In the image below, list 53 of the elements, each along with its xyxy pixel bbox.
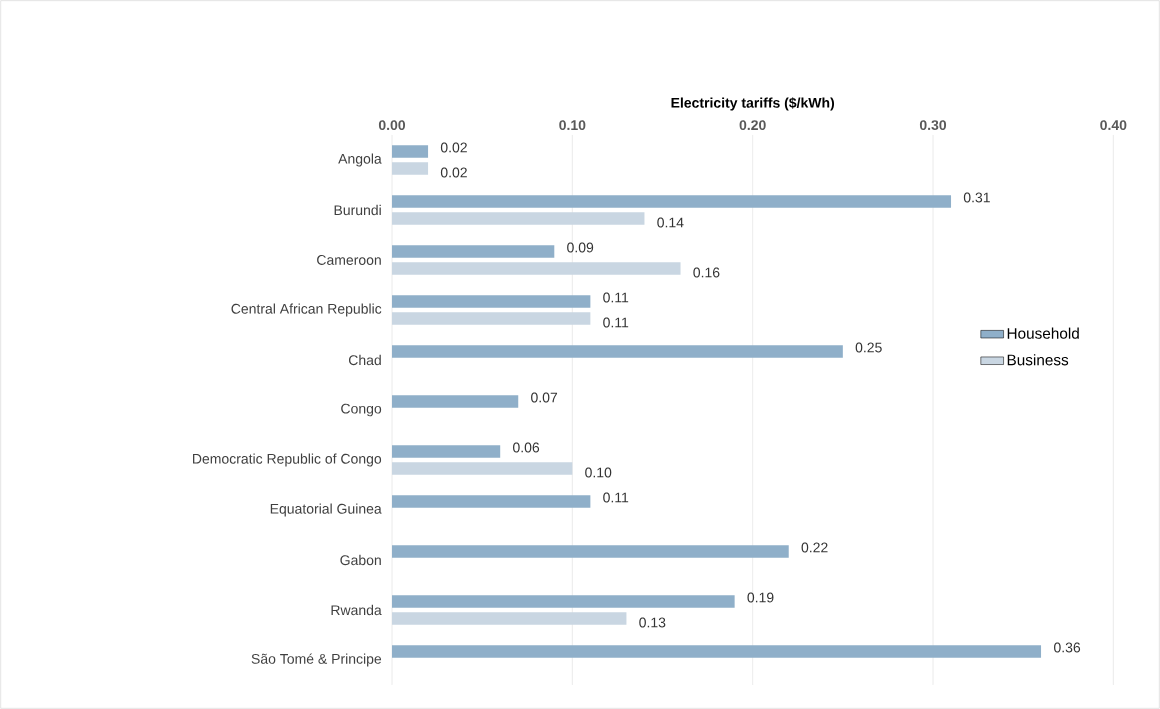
legend-label: Household xyxy=(1007,327,1079,339)
legend-label: Business xyxy=(1007,354,1069,366)
y-tick-label: Chad xyxy=(348,354,381,366)
data-label: 0.19 xyxy=(747,592,774,603)
bar xyxy=(392,162,429,175)
x-tick-label: 0.40 xyxy=(1100,120,1127,131)
y-tick-label: Cameroon xyxy=(317,255,381,265)
bar xyxy=(392,545,789,558)
x-tick-label: 0.00 xyxy=(378,120,406,131)
y-tick-label: Gabon xyxy=(340,554,381,566)
data-label: 0.16 xyxy=(693,267,720,278)
data-label: 0.02 xyxy=(440,167,467,178)
y-tick-label: Equatorial Guinea xyxy=(270,503,382,517)
x-tick-label: 0.20 xyxy=(739,120,766,131)
bar xyxy=(392,312,591,325)
y-tick-label: Rwanda xyxy=(331,604,382,616)
bar xyxy=(392,645,1042,658)
data-label: 0.31 xyxy=(963,192,990,203)
bar xyxy=(392,595,735,608)
x-tick-label: 0.10 xyxy=(559,120,586,131)
y-tick-label: São Tomé & Principe xyxy=(251,653,382,667)
bar xyxy=(392,295,591,308)
y-tick-label: Burundi xyxy=(334,204,381,216)
data-label: 0.25 xyxy=(855,342,882,353)
bar xyxy=(392,612,627,625)
x-axis-title: Electricity tariffs ($/kWh) xyxy=(671,97,835,111)
y-tick-label: Angola xyxy=(338,153,382,167)
data-label: 0.09 xyxy=(567,242,594,253)
bar xyxy=(392,145,429,158)
y-tick-label: Congo xyxy=(341,403,382,417)
data-label: 0.06 xyxy=(513,442,540,453)
x-tick-label: 0.30 xyxy=(919,120,947,131)
bar xyxy=(392,462,573,475)
bar xyxy=(392,245,555,258)
data-label: 0.11 xyxy=(603,492,629,503)
bar xyxy=(392,345,843,358)
bar xyxy=(392,445,501,458)
bar xyxy=(392,262,681,275)
bar xyxy=(392,212,645,225)
data-label: 0.36 xyxy=(1054,642,1081,653)
y-tick-label: Central African Republic xyxy=(231,303,382,317)
data-label: 0.07 xyxy=(531,392,558,403)
data-label: 0.14 xyxy=(657,217,684,228)
y-tick-label: Democratic Republic of Congo xyxy=(193,453,382,467)
data-label: 0.13 xyxy=(639,617,666,628)
data-label: 0.11 xyxy=(603,292,629,303)
bar xyxy=(392,395,519,408)
bar xyxy=(392,195,952,208)
data-label: 0.22 xyxy=(801,542,828,553)
data-label: 0.02 xyxy=(440,142,467,153)
bar xyxy=(392,495,591,508)
data-label: 0.11 xyxy=(603,317,629,328)
data-label: 0.10 xyxy=(585,467,612,478)
